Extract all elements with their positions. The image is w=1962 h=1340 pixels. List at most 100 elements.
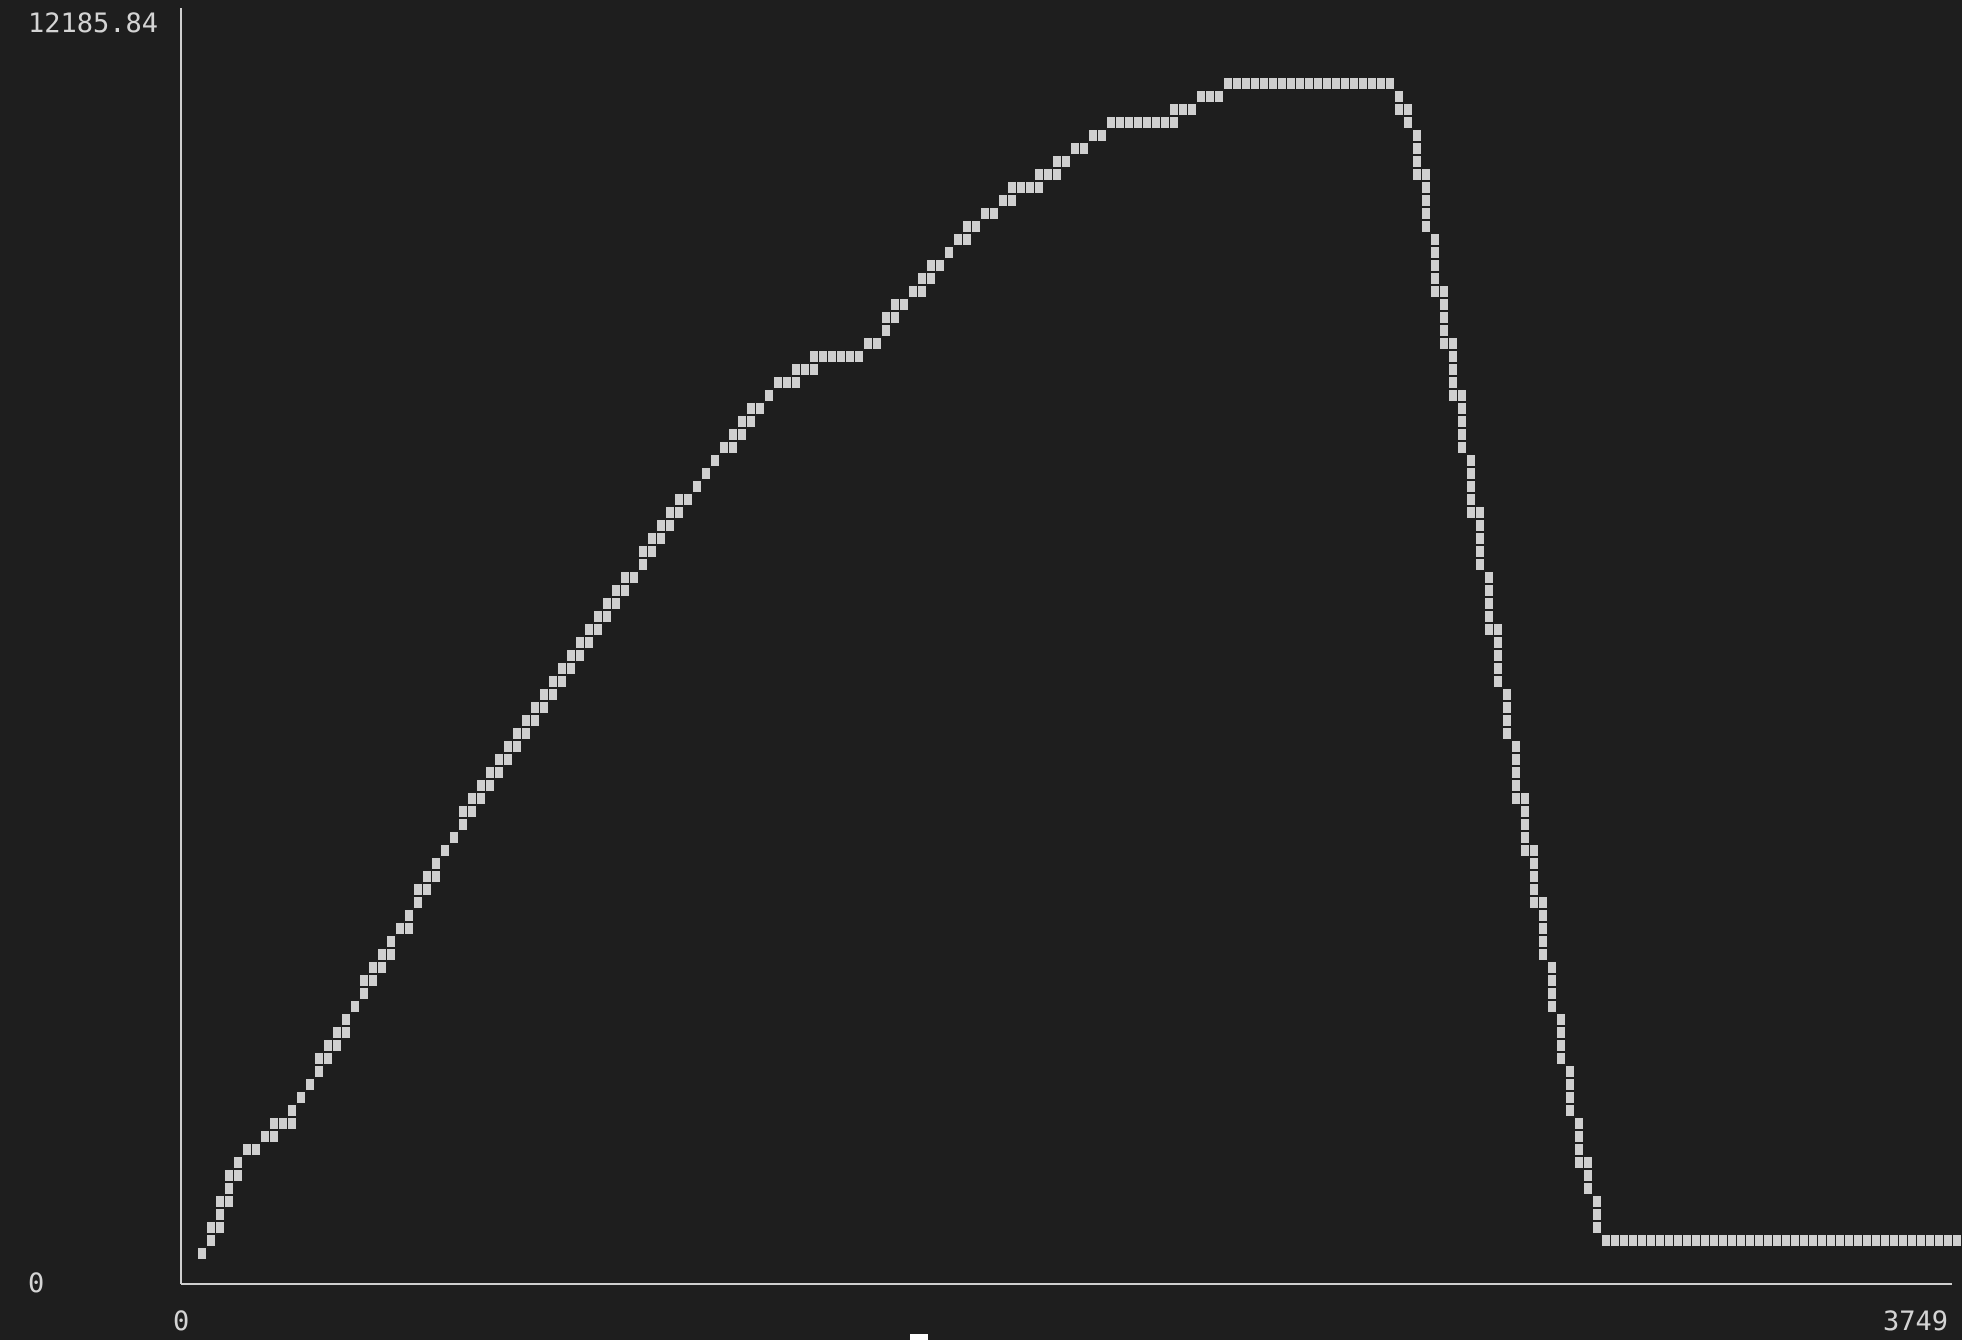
- series-point-cell: [711, 455, 719, 466]
- series-point-cell: [1026, 182, 1034, 193]
- series-point-cell: [1530, 897, 1538, 908]
- series-point-cell: [1692, 1235, 1700, 1246]
- series-point-cell: [1611, 1235, 1619, 1246]
- series-point-cell: [1053, 169, 1061, 180]
- series-point-cell: [1413, 169, 1421, 180]
- series-point-cell: [1134, 117, 1142, 128]
- series-point-cell: [1584, 1183, 1592, 1194]
- series-point-cell: [693, 481, 701, 492]
- series-point-cell: [1422, 208, 1430, 219]
- x-tick-label-max: 3749: [1883, 1306, 1948, 1337]
- series-point-cell: [972, 221, 980, 232]
- y-tick-label-min: 0: [28, 1268, 44, 1299]
- series-point-cell: [1125, 117, 1133, 128]
- series-point-cell: [1449, 377, 1457, 388]
- series-point-cell: [387, 949, 395, 960]
- series-point-cell: [504, 754, 512, 765]
- series-point-cell: [414, 884, 422, 895]
- series-point-cell: [1251, 78, 1259, 89]
- series-point-cell: [720, 442, 728, 453]
- series-point-cell: [1458, 390, 1466, 401]
- series-point-cell: [1764, 1235, 1772, 1246]
- series-point-cell: [441, 845, 449, 856]
- series-point-cell: [810, 364, 818, 375]
- series-point-cell: [477, 793, 485, 804]
- series-point-cell: [1683, 1235, 1691, 1246]
- series-point-cell: [522, 728, 530, 739]
- series-point-cell: [1206, 91, 1214, 102]
- series-point-cell: [1899, 1235, 1907, 1246]
- series-point-cell: [675, 494, 683, 505]
- series-point-cell: [837, 351, 845, 362]
- series-point-cell: [207, 1235, 215, 1246]
- series-point-cell: [612, 585, 620, 596]
- series-point-cell: [747, 403, 755, 414]
- series-point-cell: [1521, 832, 1529, 843]
- series-point-cell: [1575, 1157, 1583, 1168]
- series-point-cell: [1746, 1235, 1754, 1246]
- series-point-cell: [558, 663, 566, 674]
- series-point-cell: [486, 767, 494, 778]
- series-point-cell: [1503, 702, 1511, 713]
- series-point-cell: [1017, 182, 1025, 193]
- series-point-cell: [1296, 78, 1304, 89]
- series-point-cell: [792, 377, 800, 388]
- series-point-cell: [396, 923, 404, 934]
- series-point-cell: [1773, 1235, 1781, 1246]
- series-point-cell: [1170, 104, 1178, 115]
- series-point-cell: [1404, 117, 1412, 128]
- series-point-cell: [549, 676, 557, 687]
- series-point-cell: [1440, 338, 1448, 349]
- series-point-cell: [1386, 78, 1394, 89]
- series-point-cell: [1440, 286, 1448, 297]
- series-point-cell: [1440, 312, 1448, 323]
- series-point-cell: [1161, 117, 1169, 128]
- series-point-cell: [1557, 1040, 1565, 1051]
- series-point-cell: [621, 585, 629, 596]
- series-point-cell: [1359, 78, 1367, 89]
- series-point-cell: [1179, 104, 1187, 115]
- series-point-cell: [1287, 78, 1295, 89]
- series-point-cell: [1341, 78, 1349, 89]
- series-point-cell: [1548, 1001, 1556, 1012]
- series-point-cell: [198, 1248, 206, 1259]
- series-point-cell: [1143, 117, 1151, 128]
- series-point-cell: [594, 624, 602, 635]
- series-point-cell: [405, 910, 413, 921]
- series-line: [198, 78, 1961, 1259]
- series-point-cell: [432, 858, 440, 869]
- series-point-cell: [1305, 78, 1313, 89]
- series-point-cell: [900, 299, 908, 310]
- series-point-cell: [279, 1118, 287, 1129]
- series-point-cell: [1512, 754, 1520, 765]
- series-point-cell: [288, 1105, 296, 1116]
- series-point-cell: [891, 299, 899, 310]
- series-point-cell: [1593, 1222, 1601, 1233]
- series-point-cell: [909, 286, 917, 297]
- series-point-cell: [585, 624, 593, 635]
- series-point-cell: [1062, 156, 1070, 167]
- series-point-cell: [855, 351, 863, 362]
- series-point-cell: [882, 312, 890, 323]
- series-point-cell: [216, 1209, 224, 1220]
- series-point-cell: [243, 1144, 251, 1155]
- series-point-cell: [225, 1196, 233, 1207]
- series-point-cell: [873, 338, 881, 349]
- series-point-cell: [1422, 182, 1430, 193]
- series-point-cell: [1467, 481, 1475, 492]
- series-point-cell: [1521, 806, 1529, 817]
- series-point-cell: [1107, 117, 1115, 128]
- series-point-cell: [1827, 1235, 1835, 1246]
- series-point-cell: [1449, 351, 1457, 362]
- series-point-cell: [324, 1053, 332, 1064]
- series-point-cell: [297, 1092, 305, 1103]
- series-point-cell: [1098, 130, 1106, 141]
- series-point-cell: [666, 507, 674, 518]
- series-point-cell: [1548, 975, 1556, 986]
- series-point-cell: [981, 208, 989, 219]
- series-point-cell: [1566, 1092, 1574, 1103]
- series-point-cell: [333, 1027, 341, 1038]
- series-point-cell: [1935, 1235, 1943, 1246]
- series-point-cell: [387, 936, 395, 947]
- series-point-cell: [459, 806, 467, 817]
